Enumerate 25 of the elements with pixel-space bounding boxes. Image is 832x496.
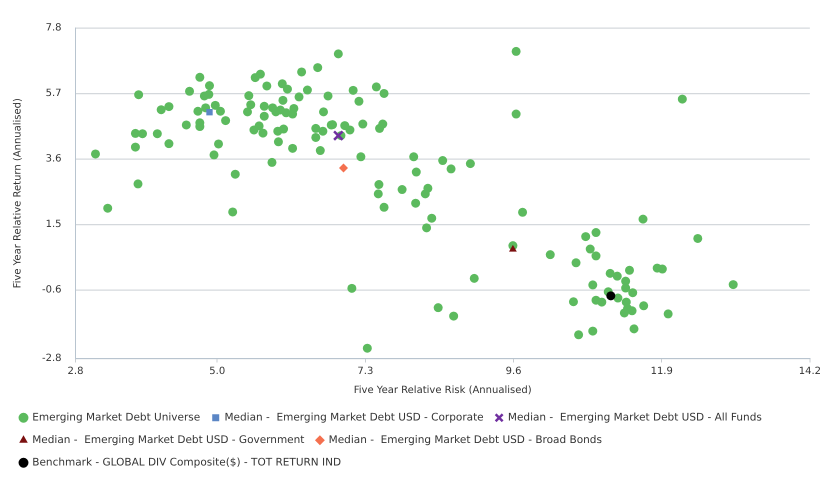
legend-label: Median - Emerging Market Debt USD - Government	[32, 434, 304, 446]
y-tick-label: 7.8	[46, 22, 62, 34]
y-tick-label: -2.8	[42, 353, 62, 364]
legend-label: Emerging Market Debt Universe	[32, 411, 200, 424]
legend-label: Benchmark - GLOBAL DIV Composite($) - TOT RETURN IND	[32, 456, 342, 468]
point	[606, 291, 616, 300]
x-tick-label: 5.0	[209, 366, 226, 378]
x-tick-label: 9.6	[506, 366, 522, 378]
legend-label: Median - Emerging Market Debt USD - Corporate	[224, 411, 484, 424]
legend-label: Median - Emerging Market Debt USD - Broad Bonds	[328, 434, 602, 446]
y-tick-label: -0.6	[42, 284, 62, 296]
x-tick-label: 11.9	[650, 366, 673, 378]
x-tick-label: 2.8	[68, 366, 84, 378]
point	[332, 130, 344, 142]
point	[206, 109, 213, 116]
y-tick-label: 1.5	[46, 219, 62, 230]
y-tick-label: 3.6	[46, 154, 62, 165]
x-axis-title: Five Year Relative Risk (Annualised)	[354, 385, 532, 396]
legend-label: Median - Emerging Market Debt USD - All Funds	[508, 411, 762, 424]
point	[338, 163, 348, 172]
y-axis-title: Five Year Relative Return (Annualised)	[12, 98, 24, 288]
point	[509, 244, 517, 252]
x-tick-label: 7.3	[357, 366, 374, 378]
x-tick-label: 14.2	[798, 366, 821, 378]
y-tick-label: 5.7	[46, 88, 62, 100]
